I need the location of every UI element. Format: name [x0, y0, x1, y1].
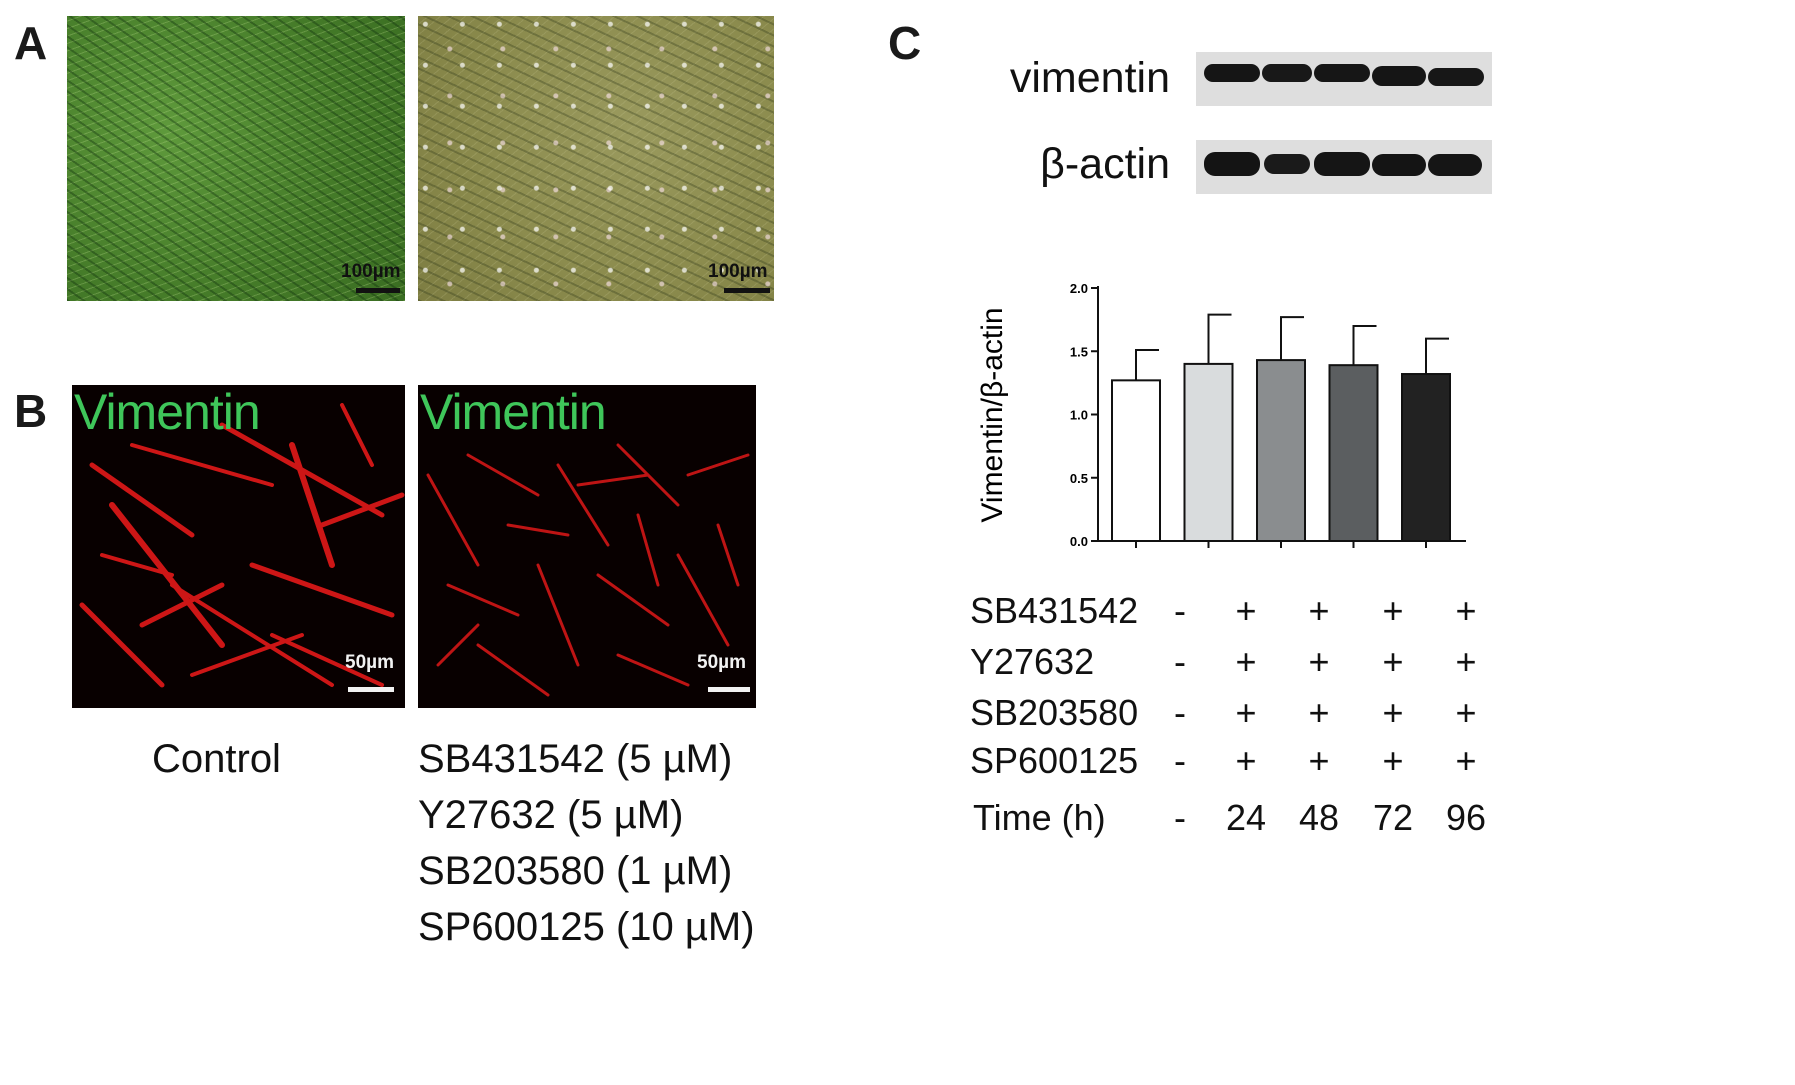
fluorescence-image-control: Vimentin 50µm	[72, 385, 405, 708]
table-cell: +	[1382, 641, 1404, 682]
vimentin-fibers	[79, 403, 405, 688]
bar-72	[1328, 364, 1379, 543]
scale-bar-label: 100µm	[708, 261, 768, 282]
table-cell: -	[1174, 692, 1186, 733]
table-cell: +	[1308, 590, 1330, 631]
table-row-label: SB203580	[970, 692, 1139, 733]
table-cell: +	[1235, 641, 1257, 682]
table-cell: 24	[1225, 797, 1267, 838]
control-label: Control	[152, 737, 281, 781]
panel-a-letter: A	[14, 17, 48, 69]
table-cell: +	[1455, 692, 1477, 733]
table-row-label: SB431542	[970, 590, 1139, 631]
table-cell: +	[1308, 740, 1330, 781]
blot-label-beta-actin: β-actin	[1040, 140, 1170, 188]
bar-24	[1183, 362, 1234, 543]
bar-96	[1401, 373, 1451, 542]
treatment-line: SB203580 (1 µM)	[418, 849, 733, 893]
y-axis: 0.0 0.5 1.0 1.5 2.0	[1070, 281, 1099, 549]
blot-band	[1372, 154, 1426, 176]
treatment-line: SB431542 (5 µM)	[418, 737, 733, 781]
scale-bar	[724, 288, 770, 293]
table-cell: 72	[1372, 797, 1414, 838]
y-tick-label: 1.0	[1070, 408, 1088, 423]
blot-band	[1262, 64, 1312, 82]
table-row-label: Y27632	[970, 641, 1095, 682]
table-cell: 96	[1445, 797, 1487, 838]
panel-c-letter: C	[888, 17, 922, 69]
table-cell: +	[1382, 590, 1404, 631]
y-tick-label: 1.5	[1070, 344, 1088, 359]
y-tick-label: 2.0	[1070, 281, 1088, 296]
brightfield-image-control: 100µm	[67, 16, 405, 301]
treatment-conditions: SB431542 (5 µM) Y27632 (5 µM) SB203580 (…	[418, 731, 755, 955]
blot-band	[1372, 66, 1426, 86]
blot-band	[1204, 152, 1260, 176]
y-axis-label: Vimentin/β-actin	[976, 307, 1009, 522]
stain-label: Vimentin	[74, 385, 261, 440]
scale-bar-label: 50µm	[345, 652, 394, 673]
scale-bar-label: 100µm	[341, 261, 401, 282]
bar--	[1111, 379, 1161, 542]
table-cell: +	[1235, 740, 1257, 781]
table-cell: -	[1174, 797, 1186, 838]
fluorescence-image-treated: Vimentin 50µm	[418, 385, 756, 708]
table-cell: +	[1308, 692, 1330, 733]
table-cell: -	[1174, 590, 1186, 631]
table-cell: 48	[1298, 797, 1340, 838]
scale-bar	[708, 687, 750, 692]
table-cell: +	[1455, 590, 1477, 631]
y-tick-label: 0.5	[1070, 471, 1088, 486]
blot-label-vimentin: vimentin	[1009, 54, 1170, 102]
bars	[1111, 313, 1451, 543]
blot-band	[1314, 64, 1370, 82]
western-blot-beta-actin	[1196, 140, 1492, 194]
table-cell: +	[1455, 740, 1477, 781]
table-cell: +	[1382, 740, 1404, 781]
blot-band	[1428, 68, 1484, 86]
treatment-line: Y27632 (5 µM)	[418, 793, 684, 837]
blot-band	[1204, 64, 1260, 82]
vimentin-fibers	[426, 443, 750, 697]
table-cell: +	[1455, 641, 1477, 682]
table-cell: -	[1174, 641, 1186, 682]
blot-band	[1264, 154, 1310, 174]
table-row-label: Time (h)	[973, 797, 1106, 838]
panel-b-letter: B	[14, 385, 48, 437]
blot-band	[1314, 152, 1370, 176]
treatment-table: SB431542 Y27632 SB203580 SP600125 Time (…	[968, 590, 1508, 850]
western-blot-vimentin	[1196, 52, 1492, 106]
treatment-line: SP600125 (10 µM)	[418, 905, 755, 949]
scale-bar	[356, 288, 400, 293]
table-row-label: SP600125	[970, 740, 1139, 781]
table-cell: +	[1308, 641, 1330, 682]
table-cell: +	[1382, 692, 1404, 733]
bar-48	[1256, 359, 1306, 543]
table-cell: -	[1174, 740, 1186, 781]
blot-band	[1428, 154, 1482, 176]
stain-label: Vimentin	[420, 385, 607, 440]
table-cell: +	[1235, 590, 1257, 631]
table-cell: +	[1235, 692, 1257, 733]
x-axis	[1098, 540, 1466, 548]
scale-bar-label: 50µm	[697, 652, 746, 673]
y-tick-label: 0.0	[1070, 534, 1088, 549]
brightfield-image-treated: 100µm	[418, 16, 774, 301]
scale-bar	[348, 687, 394, 692]
bar-chart: Vimentin/β-actin 0.0 0.5 1.0 1.5 2.0	[976, 281, 1466, 549]
